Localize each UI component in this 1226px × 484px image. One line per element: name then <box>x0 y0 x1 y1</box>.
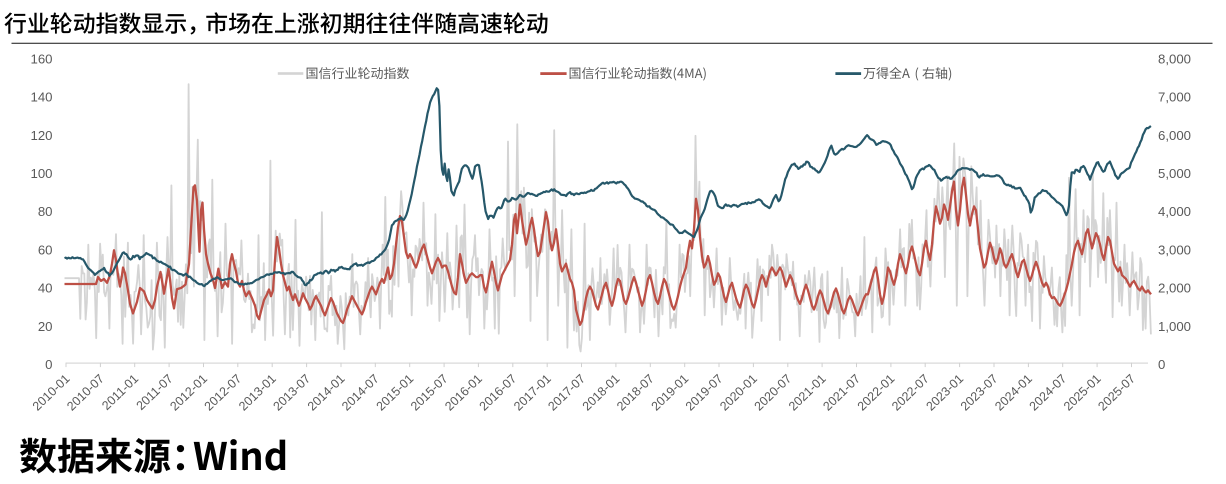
svg-text:2021-01: 2021-01 <box>786 372 829 414</box>
svg-text:2018-07: 2018-07 <box>614 372 657 414</box>
svg-text:2025-07: 2025-07 <box>1095 372 1138 414</box>
svg-text:100: 100 <box>30 166 52 181</box>
svg-text:1,000: 1,000 <box>1158 319 1191 334</box>
svg-text:8,000: 8,000 <box>1158 52 1191 67</box>
svg-text:2012-01: 2012-01 <box>167 372 210 414</box>
svg-text:2022-07: 2022-07 <box>889 372 932 414</box>
svg-text:2024-07: 2024-07 <box>1027 372 1070 414</box>
svg-text:2020-01: 2020-01 <box>717 372 760 414</box>
svg-text:2011-01: 2011-01 <box>99 372 141 413</box>
svg-text:140: 140 <box>30 90 52 105</box>
svg-text:6,000: 6,000 <box>1158 128 1191 143</box>
svg-text:2010-01: 2010-01 <box>30 372 73 414</box>
svg-text:2016-01: 2016-01 <box>442 372 485 414</box>
svg-text:120: 120 <box>30 128 52 143</box>
svg-text:2013-07: 2013-07 <box>270 372 313 414</box>
svg-text:2020-07: 2020-07 <box>752 372 795 414</box>
svg-text:40: 40 <box>38 281 53 296</box>
svg-text:60: 60 <box>38 242 53 257</box>
svg-text:2019-07: 2019-07 <box>683 372 726 414</box>
svg-text:2014-01: 2014-01 <box>305 372 348 414</box>
svg-text:2010-07: 2010-07 <box>64 372 107 414</box>
svg-text:2017-01: 2017-01 <box>511 372 554 414</box>
svg-text:2013-01: 2013-01 <box>236 372 279 414</box>
svg-text:2015-01: 2015-01 <box>374 372 417 414</box>
svg-text:20: 20 <box>38 319 53 334</box>
svg-text:0: 0 <box>45 357 52 372</box>
svg-text:2012-07: 2012-07 <box>202 372 245 414</box>
svg-text:2023-01: 2023-01 <box>923 372 966 414</box>
svg-text:160: 160 <box>30 52 52 67</box>
svg-text:2,000: 2,000 <box>1158 281 1191 296</box>
svg-text:2021-07: 2021-07 <box>820 372 863 414</box>
svg-text:5,000: 5,000 <box>1158 166 1191 181</box>
svg-text:80: 80 <box>38 204 53 219</box>
svg-text:2019-01: 2019-01 <box>649 372 692 414</box>
svg-text:0: 0 <box>1158 357 1165 372</box>
svg-text:2017-07: 2017-07 <box>545 372 588 414</box>
svg-text:2025-01: 2025-01 <box>1061 372 1104 414</box>
svg-text:7,000: 7,000 <box>1158 90 1191 105</box>
svg-text:3,000: 3,000 <box>1158 242 1191 257</box>
svg-text:2014-07: 2014-07 <box>339 372 382 414</box>
svg-text:4,000: 4,000 <box>1158 204 1191 219</box>
svg-text:2024-01: 2024-01 <box>992 372 1035 414</box>
svg-text:2016-07: 2016-07 <box>477 372 520 414</box>
svg-text:2018-01: 2018-01 <box>580 372 623 414</box>
svg-text:2015-07: 2015-07 <box>408 372 451 414</box>
svg-text:2022-01: 2022-01 <box>855 372 898 414</box>
svg-text:2023-07: 2023-07 <box>958 372 1001 414</box>
